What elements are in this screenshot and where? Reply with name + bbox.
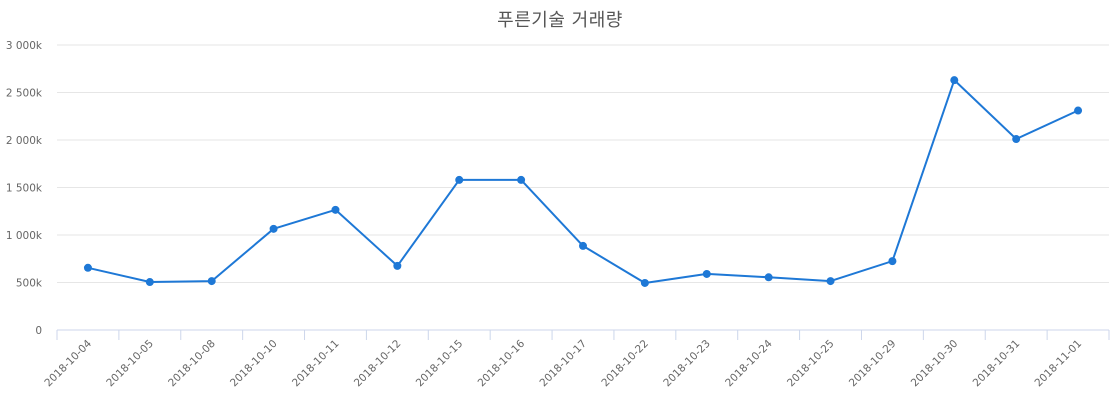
x-tick-label: 2018-11-01 [1033, 338, 1085, 390]
data-point-marker [579, 241, 587, 250]
x-tick-label: 2018-10-30 [909, 338, 961, 390]
y-tick-label: 1 000k [6, 230, 43, 242]
data-point-marker [640, 278, 649, 287]
x-tick-label: 2018-10-16 [476, 337, 528, 389]
chart-title: 푸른기술 거래량 [497, 10, 623, 31]
y-tick-label: 1 500k [6, 183, 43, 195]
data-point-marker [207, 277, 216, 286]
x-tick-label: 2018-10-04 [42, 337, 94, 389]
x-tick-label: 2018-10-25 [785, 338, 837, 390]
data-point-marker [826, 277, 835, 286]
data-point-marker [393, 261, 402, 270]
data-point-marker [764, 273, 773, 282]
x-tick-label: 2018-10-23 [661, 338, 713, 390]
y-tick-label: 3 000k [6, 40, 43, 52]
data-point-marker [1012, 135, 1021, 144]
data-point-marker [1074, 106, 1083, 115]
x-tick-label: 2018-10-11 [290, 338, 342, 390]
x-tick-label: 2018-10-05 [104, 338, 156, 390]
y-tick-label: 2 000k [6, 135, 43, 147]
x-tick-label: 2018-10-31 [971, 338, 1023, 390]
data-point-marker [950, 76, 959, 85]
data-point-marker [888, 257, 897, 266]
x-tick-label: 2018-10-29 [847, 338, 899, 390]
x-tick-label: 2018-10-22 [599, 338, 651, 390]
x-tick-label: 2018-10-12 [352, 338, 404, 390]
data-point-marker [331, 205, 340, 214]
x-tick-label: 2018-10-08 [166, 338, 218, 390]
data-point-marker [702, 269, 711, 278]
y-tick-label: 500k [16, 278, 43, 290]
x-tick-label: 2018-10-10 [228, 338, 280, 390]
data-point-marker [455, 175, 464, 184]
x-tick-label: 2018-10-24 [723, 337, 775, 389]
y-axis-labels: 0 500k 1 000k 1 500k 2 000k 2 500k 3 000k [6, 40, 43, 337]
series-line [87, 79, 1079, 284]
series-volume [83, 76, 1083, 287]
data-point-marker [145, 278, 154, 287]
x-tick-label: 2018-10-15 [414, 338, 466, 390]
data-point-marker [83, 263, 92, 272]
data-point-marker [269, 224, 278, 233]
x-axis: 2018-10-04 2018-10-05 2018-10-08 2018-10-10… [42, 329, 1110, 390]
data-point-marker [517, 175, 526, 184]
x-tick-label: 2018-10-17 [537, 338, 589, 390]
y-tick-label: 2 500k [6, 88, 43, 100]
y-tick-label: 0 [35, 325, 42, 337]
